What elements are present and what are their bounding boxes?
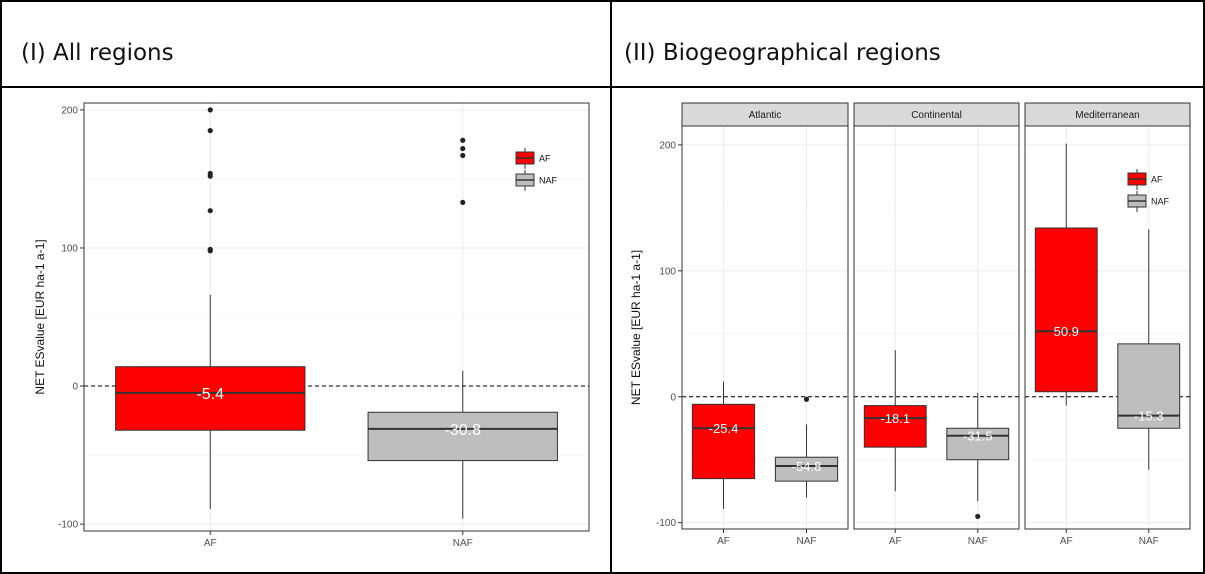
legend: AF NAF [1127,169,1170,212]
outlier-point [460,199,466,206]
chart-biogeographical-regions: NET ESvalue [EUR ha-1 a-1] -100 0 100 200 Atl… [629,102,1191,547]
outlier-point [460,137,466,143]
median-value-label: -15.3 [1134,409,1164,424]
y-tick-label: -100 [58,520,78,531]
outlier-point [207,128,213,134]
x-tick-label: AF [889,536,902,547]
outlier-point [460,152,466,159]
x-tick-label: AF [717,536,730,547]
box-iqr [691,403,756,480]
median-value-label: -18.1 [880,411,910,426]
panel-border [853,125,1020,530]
outlier-point [207,170,213,177]
panel-continental: Continental -18.1 -31.5 [853,102,1020,530]
legend-label: AF [1151,175,1163,185]
outlier-point [975,513,981,520]
x-tick-label: NAF [453,538,473,549]
y-tick-label: 100 [659,266,676,277]
outlier-point [460,145,466,152]
panel-border [681,125,849,530]
median-value-label: -54.8 [792,459,822,474]
y-tick-label: -100 [656,518,676,529]
outlier-point [207,208,213,214]
header-biogeographical-regions: (II) Biogeographical regions [624,40,941,66]
box-naf: -15.3 [1117,229,1181,470]
panel-mediterranean: Mediterranean 50.9 -15.3 AF NAF [1024,102,1191,530]
box-iqr [946,427,1010,461]
y-tick-label: 200 [61,105,78,116]
chart-all-regions: NET ESvalue [EUR ha-1 a-1] -100 0 100 200 -5.… [33,102,590,549]
y-axis-title: NET ESvalue [EUR ha-1 a-1] [629,250,643,405]
box-af: -5.4 [115,107,306,509]
box-af: 50.9 [1034,143,1098,406]
outlier-point [207,107,213,113]
box-af: -25.4 [691,381,756,509]
median-value-label: 50.9 [1054,324,1079,339]
x-tick-label: AF [204,538,217,549]
box-iqr [1034,227,1098,393]
box-iqr [774,456,839,482]
box-iqr [1117,343,1181,429]
median-value-label: -30.8 [445,422,482,439]
box-naf: -54.8 [774,396,839,498]
box-naf: -30.8 [367,137,558,519]
x-tick-label: NAF [1139,536,1159,547]
panel-atlantic: Atlantic -25.4 -54.8 [681,102,849,530]
facet-strip-label: Mediterranean [1075,110,1139,121]
legend-label: NAF [539,176,558,186]
y-tick-label: 0 [72,382,78,393]
legend-label: NAF [1151,197,1170,207]
header-all-regions: (I) All regions [21,40,174,66]
box-naf: -31.5 [946,392,1010,520]
legend: AF NAF [515,148,558,191]
y-tick-label: 0 [670,392,676,403]
outlier-point [803,396,810,402]
x-tick-label: NAF [797,536,817,547]
panel-border [1024,125,1191,530]
y-axis-title: NET ESvalue [EUR ha-1 a-1] [33,239,47,394]
facet-strip-label: Atlantic [749,110,782,121]
x-tick-label: NAF [968,536,988,547]
y-tick-label: 100 [61,243,78,254]
box-iqr [367,411,558,462]
median-value-label: -31.5 [963,429,993,444]
outlier-point [207,246,213,252]
facet-strip-label: Continental [911,110,962,121]
median-value-label: -5.4 [196,386,224,403]
y-tick-label: 200 [659,140,676,151]
box-iqr [115,366,306,431]
panel-all: -5.4 -30.8 AF NAF [83,102,590,532]
box-af: -18.1 [863,350,927,492]
x-tick-label: AF [1060,536,1073,547]
box-iqr [863,405,927,448]
panel-border [83,102,590,532]
legend-label: AF [539,154,551,164]
median-value-label: -25.4 [709,421,739,436]
